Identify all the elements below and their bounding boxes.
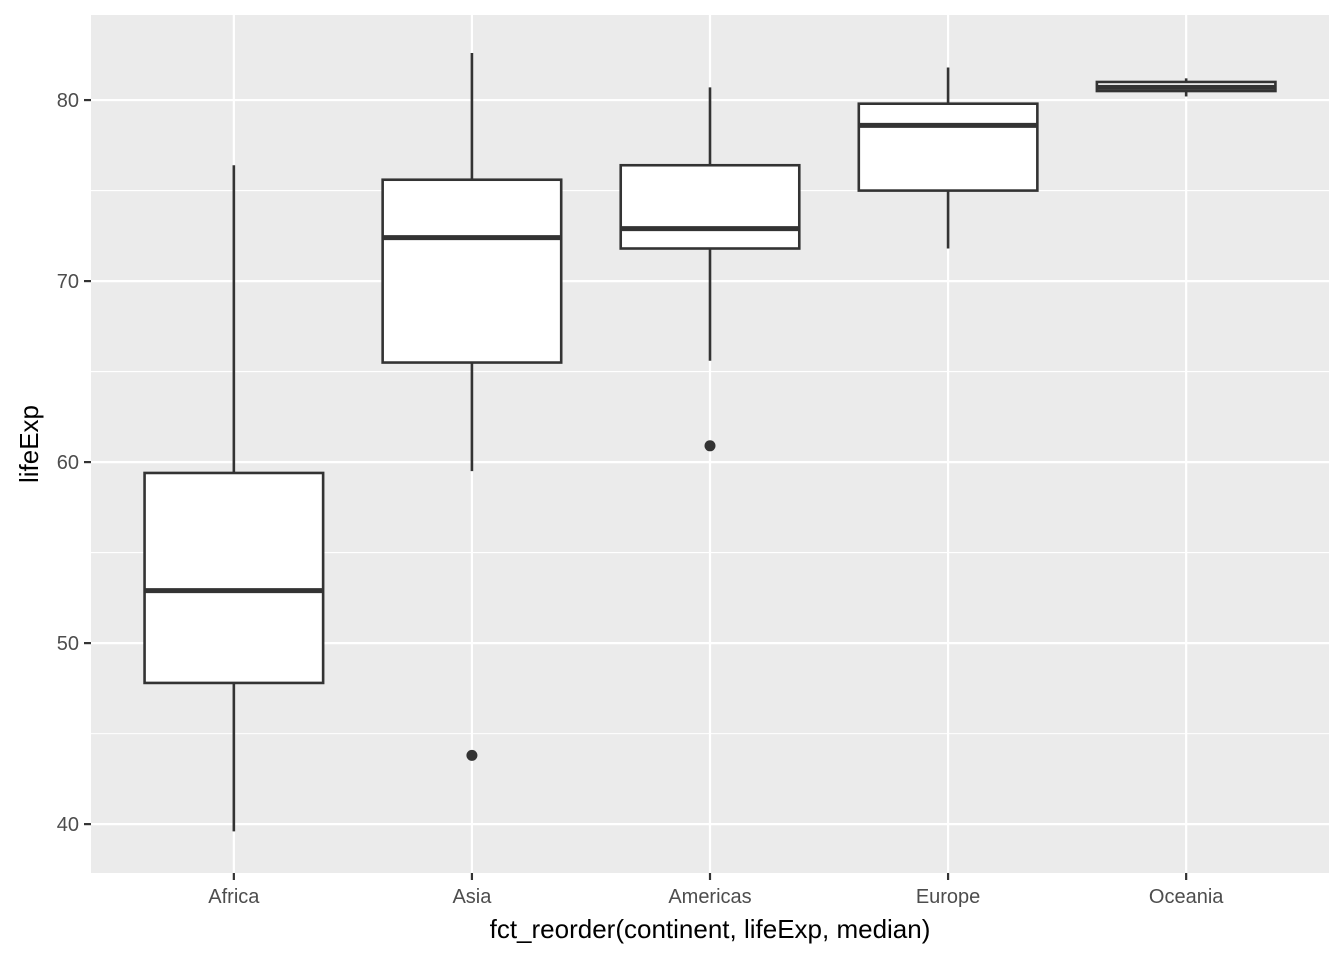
box-iqr xyxy=(857,102,1039,192)
boxes-layer xyxy=(143,53,1277,832)
x-tick-label: Americas xyxy=(668,886,751,908)
y-tick-label: 80 xyxy=(57,90,79,112)
x-axis: Africa Asia Americas Europe Oceania xyxy=(208,873,1224,908)
box-africa xyxy=(143,165,325,832)
x-tick-label: Europe xyxy=(916,886,981,908)
x-tick-label: Oceania xyxy=(1149,886,1224,908)
y-tick-label: 50 xyxy=(57,633,79,655)
box-americas xyxy=(619,87,801,452)
box-iqr xyxy=(619,163,801,250)
x-tick-label: Asia xyxy=(452,886,492,908)
box-oceania xyxy=(1095,78,1277,97)
box-europe xyxy=(857,67,1039,249)
box-asia xyxy=(381,53,563,761)
outlier-point xyxy=(466,749,478,761)
box-iqr xyxy=(143,471,325,685)
x-tick-label: Africa xyxy=(208,886,260,908)
x-axis-title: fct_reorder(continent, lifeExp, median) xyxy=(490,914,931,944)
y-axis: 40 50 60 70 80 xyxy=(57,90,91,836)
box-iqr xyxy=(381,178,563,364)
y-axis-title: lifeExp xyxy=(14,405,44,483)
y-tick-label: 60 xyxy=(57,452,79,474)
y-tick-label: 70 xyxy=(57,271,79,293)
outlier-point xyxy=(704,440,716,452)
y-tick-label: 40 xyxy=(57,814,79,836)
